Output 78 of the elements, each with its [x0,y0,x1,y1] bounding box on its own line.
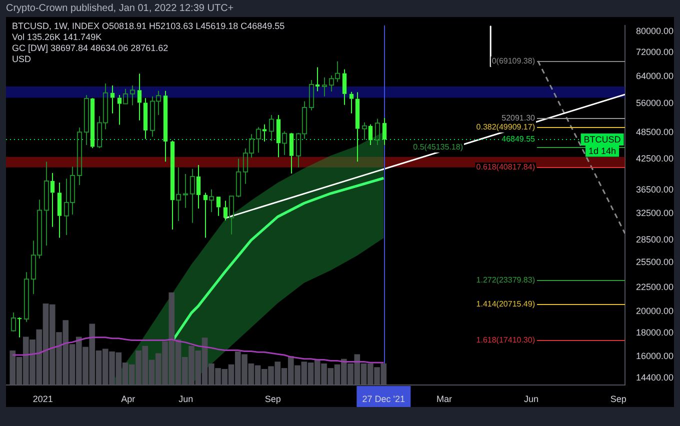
candlestick [196,164,201,209]
candlestick [276,114,281,158]
candlestick [76,127,82,186]
candlestick [382,118,387,146]
y-tick-label: 56000.00 [636,98,674,108]
candlestick [236,158,242,198]
annotation: BTCUSD [584,134,622,144]
x-tick-label: Sep [610,394,626,404]
candlestick [163,90,168,162]
y-tick-label: 25500.00 [636,256,674,267]
x-tick-label: Sep [264,394,281,404]
candlestick [322,76,328,97]
candlestick [137,73,142,121]
y-tick-label: 42500.00 [636,154,674,164]
y-tick-label: 80000.00 [636,26,674,36]
ref-line-label: 0.382(49909.17) [476,122,536,132]
ref-line-label: 1.618(17410.30) [476,336,536,345]
candlestick [24,272,30,322]
ref-line-label: 1.272(23379.83) [476,276,536,285]
ref-line-label: 1.414(20715.49) [476,300,536,309]
candlestick [90,98,95,149]
candlestick [44,161,50,246]
candlestick [355,92,360,162]
candlestick [110,85,115,114]
annotation: 1d 14h [588,146,616,156]
x-tick-label: Mar [436,394,452,404]
annotation: Vol 135.26K 141.749K [12,32,103,43]
x-tick-label: Jun [524,394,539,404]
candlestick [315,66,320,92]
candlestick [289,133,294,174]
candlestick [368,124,373,146]
candlestick [208,188,214,213]
ref-line-label: 0.618(40817.84) [476,162,536,172]
x-tick-label: Apr [121,394,136,404]
candlestick [256,126,262,154]
candlestick [130,85,136,106]
candlestick [117,94,122,126]
candlestick [216,196,221,216]
y-tick-label: 28500.00 [636,234,674,244]
annotation: GC [DW] 38697.84 48634.06 28761.62 [12,43,170,54]
y-tick-label: 22500.00 [636,282,674,292]
candlestick [190,168,196,224]
x-tick-label: Jun [178,394,194,404]
x-tick-label: 27 Dec '21 [362,394,406,404]
y-tick-label: 36500.00 [636,184,674,194]
candlestick [57,182,62,238]
candlestick [374,118,380,146]
chart-title: Crypto-Crown published, Jan 01, 2022 12:39 UTC+ [6,3,234,14]
y-tick-label: 14400.00 [636,372,674,382]
candlestick [268,114,274,142]
ref-line-label: 52091.30 [502,114,536,123]
annotation: BTCUSD, 1W, INDEX O50818.91 H52103.63 L45619.18 C46849.55 [12,21,285,32]
candlestick [362,122,368,140]
candlestick [349,91,354,114]
y-tick-label: 48500.00 [636,126,674,137]
candlestick [170,140,175,230]
ref-line-label: 0(69109.38) [492,56,536,66]
candlestick [223,200,228,221]
candlestick [228,196,234,235]
y-tick-label: 16000.00 [636,351,674,362]
candlestick [203,192,208,238]
candlestick [50,172,55,228]
candlestick [143,98,148,140]
y-tick-label: 32500.00 [636,208,674,218]
candlestick [262,124,267,142]
candlestick [176,166,182,222]
candlestick [282,130,288,156]
ref-line-label: 46849.55 [502,134,536,144]
candlestick [342,68,347,106]
candlestick [84,94,90,146]
ref-line-label: 0.5(45135.18) [413,142,464,152]
candlestick [182,173,188,208]
y-tick-label: 18000.00 [636,327,674,338]
x-tick-label: 2021 [32,394,53,404]
y-tick-label: 72000.00 [636,47,674,58]
y-tick-label: 64000.00 [636,70,674,81]
annotation: USD [12,54,32,65]
y-tick-label: 20000.00 [636,306,674,316]
